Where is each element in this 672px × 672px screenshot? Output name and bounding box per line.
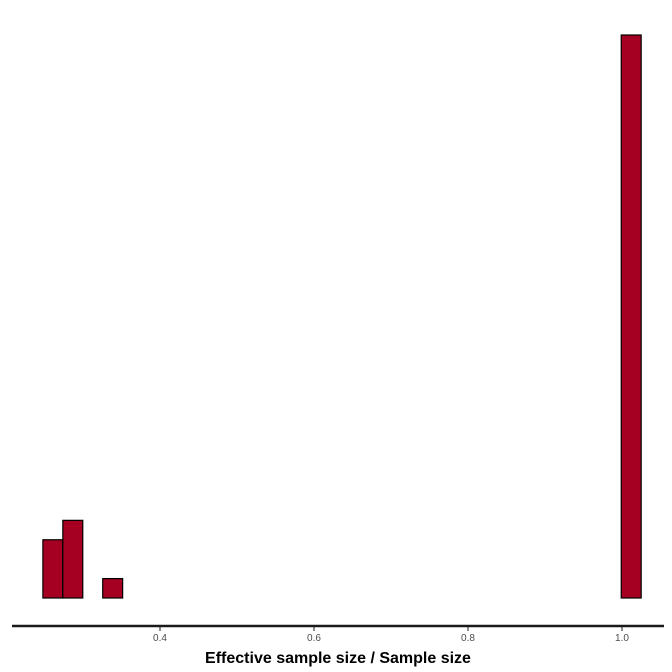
- histogram-bar: [102, 577, 124, 599]
- x-axis-title: Effective sample size / Sample size: [205, 650, 471, 667]
- x-axis-ticks: 0.4 0.6 0.8 1.0: [153, 627, 629, 644]
- x-tick-label: 1.0: [615, 633, 629, 644]
- x-tick-label: 0.6: [307, 633, 321, 644]
- x-tick-label: 0.4: [153, 633, 167, 644]
- x-tick-label: 0.8: [461, 633, 475, 644]
- histogram-bar: [62, 519, 84, 599]
- histogram-bar: [42, 539, 64, 599]
- histogram-bar: [620, 34, 642, 599]
- histogram-bars: [42, 34, 642, 599]
